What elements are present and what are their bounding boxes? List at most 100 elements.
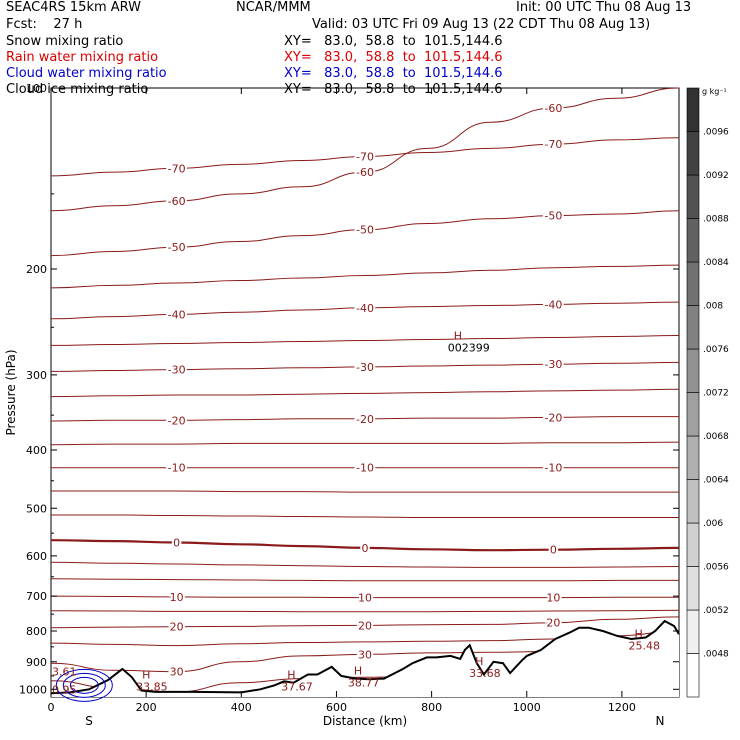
high-marker: H <box>142 669 150 682</box>
x-tick-label: 1000 <box>513 701 541 714</box>
legend-snow-xy: XY= 83.0, 58.8 to 101.5,144.6 <box>284 34 503 49</box>
colorbar-label: .008 <box>703 302 723 312</box>
isotherm-line <box>50 561 680 568</box>
organization-label: NCAR/MMM <box>236 0 311 15</box>
y-tick-label: 900 <box>26 656 47 669</box>
high-value-label: 002399 <box>448 341 490 354</box>
cloud-water-contour <box>55 668 113 702</box>
high-marker: H <box>635 627 643 640</box>
x-tick-label: 200 <box>136 701 157 714</box>
colorbar-label: .0048 <box>703 650 729 660</box>
plot-frame <box>50 87 680 698</box>
legend-cloud-water-label: Cloud water mixing ratio <box>6 66 167 81</box>
x-tick-label: 600 <box>326 701 347 714</box>
isotherm-label: -60 <box>168 195 186 208</box>
isotherm-label: -30 <box>168 364 186 377</box>
colorbar-label: .0072 <box>703 389 729 399</box>
colorbar-swatch <box>686 479 700 524</box>
isotherm-label: 0 <box>362 542 369 555</box>
colorbar-swatch <box>686 348 700 393</box>
isotherm-label: -10 <box>356 462 374 475</box>
isotherm-line <box>51 514 679 518</box>
isotherm-label: 0 <box>550 544 557 557</box>
isotherm-label: -70 <box>168 162 186 175</box>
colorbar-label: .0096 <box>703 128 729 138</box>
isotherm-label: -50 <box>356 224 374 237</box>
isotherm-line <box>50 609 680 613</box>
axes: 0 200 400 600 800 1000 12002003004005006007008… <box>4 82 679 728</box>
x-tick-label: 0 <box>48 701 55 714</box>
colorbar-label: .0052 <box>703 606 729 616</box>
colorbar-label: .0076 <box>703 345 729 355</box>
colorbar: .0048 .0052 .0056 .006 .0064 .0068 .0072 .0076.… <box>686 87 729 698</box>
colorbar-swatch <box>686 261 700 306</box>
isotherm-line <box>50 210 680 257</box>
isotherm-line <box>50 264 680 289</box>
y-tick-label: 1000 <box>19 683 47 696</box>
x-tick-label: 800 <box>421 701 442 714</box>
colorbar-swatch <box>686 522 700 567</box>
isotherm-line <box>50 301 680 320</box>
x-axis-label: Distance (km) <box>323 714 407 728</box>
high-value-label: 38.77 <box>348 677 380 690</box>
isotherm-label: -40 <box>544 298 562 311</box>
isotherm-label: -50 <box>544 210 562 223</box>
colorbar-swatch <box>686 566 700 611</box>
y-tick-label: 300 <box>26 369 47 382</box>
terrain-layer <box>50 619 680 702</box>
isotherm-label: -10 <box>168 462 186 475</box>
colorbar-label: .0084 <box>703 258 729 268</box>
terrain-mask <box>51 621 679 697</box>
colorbar-swatch <box>686 392 700 437</box>
isotherm-label: -30 <box>544 358 562 371</box>
valid-time: Valid: 03 UTC Fri 09 Aug 13 (22 CDT Thu … <box>312 17 651 32</box>
colorbar-swatch <box>686 609 700 654</box>
isotherm-label: 20 <box>170 621 184 634</box>
y-tick-label: 400 <box>26 444 47 457</box>
terrain-line <box>50 619 680 695</box>
high-value-label: 37.67 <box>281 681 313 694</box>
high-marker: H <box>354 665 362 678</box>
colorbar-unit: g kg⁻¹ <box>702 87 727 96</box>
model-title: SEAC4RS 15km ARW <box>6 0 142 15</box>
legend-cloud-ice-xy: XY= 83.0, 58.8 to 101.5,144.6 <box>284 82 503 97</box>
colorbar-swatch <box>686 305 700 350</box>
forecast-hour: Fcst: 27 h <box>6 17 83 32</box>
isotherm-label: -10 <box>544 462 562 475</box>
temperature-contours: -70 -70 -70 -60 -60 -60 -50 -50 -50 -40 -40 -40 -30 -… <box>50 87 680 693</box>
colorbar-label: .0056 <box>703 563 729 573</box>
colorbar-label: .0064 <box>703 476 729 486</box>
south-end-label: S <box>85 714 93 728</box>
high-marker: H <box>454 329 462 342</box>
isotherm-label: 0 <box>173 536 180 549</box>
y-tick-label: 200 <box>26 263 47 276</box>
isotherm-line <box>50 335 680 346</box>
y-tick-label: 500 <box>26 502 47 515</box>
colorbar-swatch <box>686 218 700 263</box>
cloud-water-contour <box>69 676 99 694</box>
isotherm-label: -30 <box>356 361 374 374</box>
y-tick-label: 700 <box>26 590 47 603</box>
isotherm-label: 10 <box>358 592 372 605</box>
isotherm-label: -70 <box>544 138 562 151</box>
legend-rain-label: Rain water mixing ratio <box>6 50 159 65</box>
high-marker: H <box>475 655 483 668</box>
isotherm-line <box>50 490 679 493</box>
colorbar-label: .0088 <box>703 215 729 225</box>
isotherm-line <box>50 361 680 372</box>
cloud-water-contour <box>62 672 106 698</box>
north-end-label: N <box>655 714 664 728</box>
isotherm-line <box>50 87 680 212</box>
isotherm-label: -60 <box>544 102 562 115</box>
high-value-label: 33.68 <box>469 667 501 680</box>
isotherm-label: -50 <box>168 241 186 254</box>
init-time: Init: 00 UTC Thu 08 Aug 13 <box>516 0 692 15</box>
x-tick-label: 400 <box>231 701 252 714</box>
isotherm-line <box>50 616 680 629</box>
isotherm-label: -20 <box>544 411 562 424</box>
isotherm-line <box>50 137 680 177</box>
edge-value-label: 0.95 <box>52 683 77 696</box>
legend-rain-xy: XY= 83.0, 58.8 to 101.5,144.6 <box>284 50 503 65</box>
isotherm-line <box>50 388 680 398</box>
